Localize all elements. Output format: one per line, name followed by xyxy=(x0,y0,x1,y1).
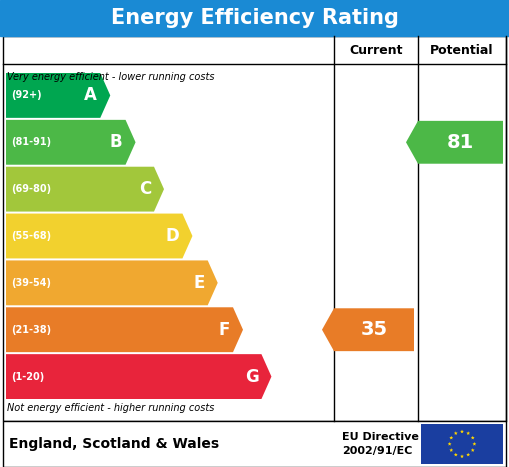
Text: (55-68): (55-68) xyxy=(11,231,51,241)
Bar xyxy=(3,421,506,467)
Polygon shape xyxy=(6,354,271,399)
Text: C: C xyxy=(139,180,151,198)
Polygon shape xyxy=(449,448,453,452)
Bar xyxy=(421,424,503,464)
Polygon shape xyxy=(454,431,458,435)
Bar xyxy=(0,0,509,36)
Text: 35: 35 xyxy=(360,320,387,339)
Text: Very energy efficient - lower running costs: Very energy efficient - lower running co… xyxy=(7,72,214,82)
Polygon shape xyxy=(6,167,164,212)
Polygon shape xyxy=(6,307,243,352)
Text: 81: 81 xyxy=(447,133,474,152)
Text: B: B xyxy=(110,133,123,151)
Text: (21-38): (21-38) xyxy=(11,325,51,335)
Text: (1-20): (1-20) xyxy=(11,372,44,382)
Text: 2002/91/EC: 2002/91/EC xyxy=(342,446,412,456)
Polygon shape xyxy=(6,73,110,118)
Polygon shape xyxy=(6,213,192,258)
Text: F: F xyxy=(219,321,230,339)
Polygon shape xyxy=(406,121,503,164)
Polygon shape xyxy=(466,453,470,456)
Polygon shape xyxy=(472,442,476,446)
Polygon shape xyxy=(460,430,464,433)
Text: (81-91): (81-91) xyxy=(11,137,51,147)
Polygon shape xyxy=(6,120,135,165)
Text: Potential: Potential xyxy=(430,43,494,57)
Text: G: G xyxy=(245,368,259,386)
Polygon shape xyxy=(448,442,451,446)
Text: E: E xyxy=(193,274,205,292)
Text: Current: Current xyxy=(349,43,403,57)
Polygon shape xyxy=(466,431,470,435)
Bar xyxy=(3,36,506,421)
Text: Energy Efficiency Rating: Energy Efficiency Rating xyxy=(110,8,399,28)
Polygon shape xyxy=(471,436,474,439)
Polygon shape xyxy=(454,453,458,456)
Text: D: D xyxy=(166,227,180,245)
Text: Not energy efficient - higher running costs: Not energy efficient - higher running co… xyxy=(7,403,214,413)
Text: (92+): (92+) xyxy=(11,91,42,100)
Text: A: A xyxy=(84,86,97,105)
Text: England, Scotland & Wales: England, Scotland & Wales xyxy=(9,437,219,451)
Polygon shape xyxy=(322,308,414,351)
Text: (69-80): (69-80) xyxy=(11,184,51,194)
Text: (39-54): (39-54) xyxy=(11,278,51,288)
Polygon shape xyxy=(449,436,453,439)
Polygon shape xyxy=(471,448,474,452)
Text: EU Directive: EU Directive xyxy=(342,432,419,442)
Polygon shape xyxy=(6,261,218,305)
Polygon shape xyxy=(460,454,464,458)
